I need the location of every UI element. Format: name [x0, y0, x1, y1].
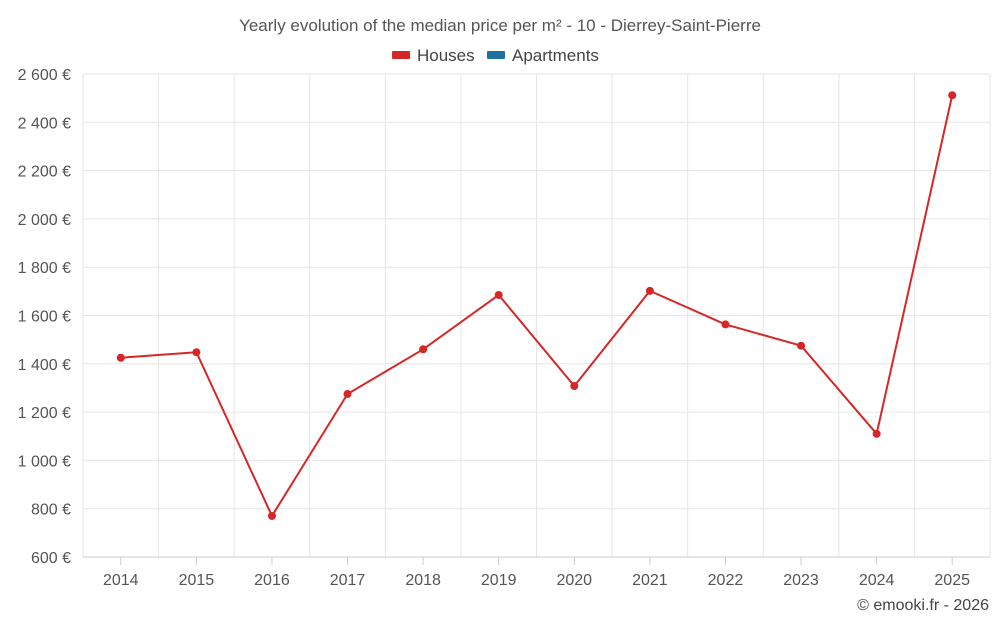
x-tick-label: 2025 [934, 572, 970, 589]
data-point-houses[interactable] [645, 286, 654, 295]
legend-swatch-houses [392, 51, 410, 59]
y-axis: 600 € 800 € 1 000 € 1 200 € 1 400 € 1 600 € 1 … [18, 67, 71, 567]
x-tick-label: 2018 [405, 572, 441, 589]
data-point-houses[interactable] [267, 511, 276, 520]
y-tick-label: 600 € [31, 550, 71, 567]
legend-label-houses: Houses [417, 46, 475, 65]
chart-title: Yearly evolution of the median price per… [239, 16, 761, 35]
data-point-houses[interactable] [948, 91, 957, 100]
legend-item-apartments[interactable]: Apartments [487, 46, 599, 65]
y-tick-label: 1 400 € [18, 357, 71, 374]
data-point-houses[interactable] [494, 290, 503, 299]
series-line-houses [120, 95, 954, 517]
data-point-houses[interactable] [192, 348, 201, 357]
legend-swatch-apartments [487, 51, 505, 59]
y-tick-label: 2 600 € [18, 67, 71, 84]
legend: Houses Apartments [392, 46, 599, 65]
y-tick-label: 1 000 € [18, 453, 71, 470]
x-axis: 2014 2015 2016 2017 2018 2019 2020 2021 2022 2023… [83, 556, 990, 589]
x-tick-label: 2024 [859, 572, 895, 589]
x-tick-label: 2022 [708, 572, 744, 589]
data-point-houses[interactable] [721, 320, 730, 329]
y-tick-label: 2 000 € [18, 212, 71, 229]
data-point-houses[interactable] [419, 345, 428, 354]
legend-label-apartments: Apartments [512, 46, 599, 65]
grid [82, 73, 991, 558]
y-tick-label: 2 400 € [18, 115, 71, 132]
x-tick-label: 2019 [481, 572, 517, 589]
y-tick-label: 1 200 € [18, 405, 71, 422]
x-tick-label: 2015 [179, 572, 215, 589]
data-point-houses[interactable] [570, 382, 579, 391]
x-tick-label: 2016 [254, 572, 290, 589]
data-point-houses[interactable] [116, 353, 125, 362]
data-point-houses[interactable] [343, 389, 352, 398]
series-houses [116, 91, 957, 520]
y-tick-label: 800 € [31, 502, 71, 519]
y-tick-label: 1 600 € [18, 309, 71, 326]
data-point-houses[interactable] [797, 341, 806, 350]
x-tick-label: 2020 [556, 572, 592, 589]
y-tick-label: 1 800 € [18, 260, 71, 277]
y-tick-label: 2 200 € [18, 164, 71, 181]
x-tick-label: 2023 [783, 572, 819, 589]
data-point-houses[interactable] [872, 429, 881, 438]
x-tick-label: 2017 [330, 572, 366, 589]
legend-item-houses[interactable]: Houses [392, 46, 475, 65]
x-tick-label: 2014 [103, 572, 139, 589]
credit-text: © emooki.fr - 2026 [857, 597, 989, 614]
x-tick-label: 2021 [632, 572, 668, 589]
